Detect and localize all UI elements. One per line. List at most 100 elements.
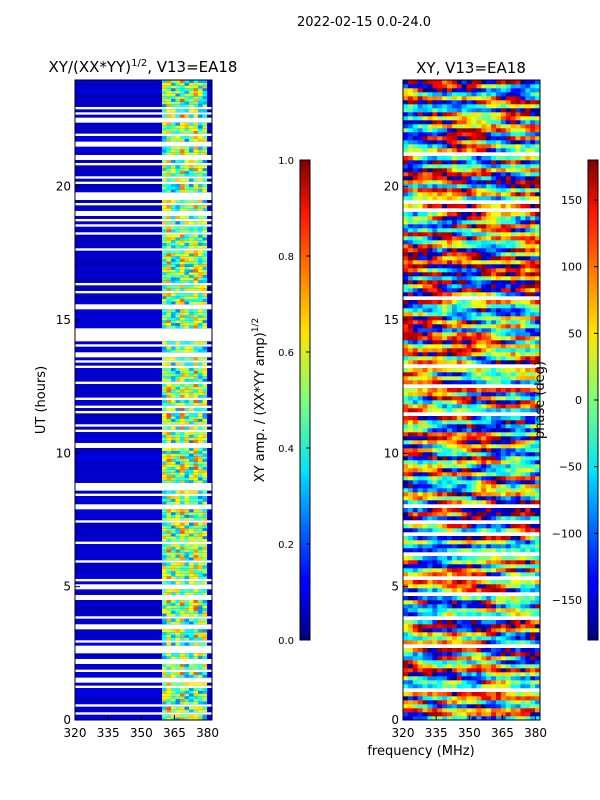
- heatmap2-cell: [427, 632, 433, 637]
- heatmap1-cell: [166, 416, 172, 419]
- heatmap2-cell: [427, 308, 433, 313]
- heatmap2-cell: [500, 508, 507, 513]
- heatmap2-cell: [442, 508, 448, 513]
- heatmap2-cell: [442, 596, 448, 601]
- heatmap1-cell: [175, 674, 181, 678]
- heatmap2-cell: [417, 716, 423, 720]
- heatmap2-cell: [451, 280, 458, 285]
- heatmap1-cell: [198, 178, 203, 182]
- heatmap1-cell: [180, 509, 185, 513]
- heatmap2-cell: [481, 452, 487, 457]
- heatmap2-cell: [481, 316, 487, 321]
- heatmap2-cell: [403, 608, 409, 613]
- heatmap1-cell: [189, 496, 194, 499]
- heatmap2-cell: [510, 392, 516, 397]
- heatmap1-cell: [175, 149, 181, 153]
- heatmap1-cell: [193, 696, 199, 699]
- heatmap2-cell: [451, 308, 458, 313]
- heatmap2-cell: [510, 288, 516, 293]
- heatmap2-cell: [412, 540, 418, 545]
- heatmap2-cell: [500, 452, 507, 457]
- heatmap2-cell: [491, 664, 497, 669]
- heatmap1-cell: [175, 240, 181, 243]
- heatmap1-cell: [180, 714, 185, 718]
- heatmap1-row: [75, 525, 212, 529]
- heatmap2-cell: [412, 640, 418, 645]
- heatmap1-cell: [175, 128, 181, 131]
- heatmap2-cell: [510, 352, 516, 357]
- heatmap2-cell: [466, 316, 472, 321]
- heatmap2-cell: [422, 676, 428, 681]
- heatmap2-cell: [407, 636, 414, 641]
- heatmap1-cell: [180, 277, 185, 281]
- heatmap2-cell: [515, 388, 521, 393]
- heatmap1-cell: [166, 589, 172, 593]
- heatmap2-cell: [500, 652, 507, 657]
- heatmap2-cell: [412, 692, 418, 697]
- heatmap1-cell: [202, 514, 208, 518]
- heatmap2-cell: [495, 568, 502, 573]
- heatmap1-cell: [171, 370, 176, 374]
- heatmap2-cell: [500, 660, 507, 665]
- heatmap1-cell: [189, 533, 194, 537]
- heatmap1-cell: [171, 285, 176, 289]
- heatmap2-cell: [447, 496, 453, 501]
- heatmap2-cell: [412, 448, 418, 453]
- heatmap1-cell: [189, 544, 194, 547]
- heatmap2-cell: [530, 328, 536, 333]
- heatmap2-cell: [437, 356, 443, 361]
- heatmap2-cell: [466, 436, 472, 441]
- heatmap2-cell: [451, 244, 458, 249]
- heatmap2-cell: [432, 392, 438, 397]
- heatmap2-cell: [407, 560, 414, 565]
- heatmap2-cell: [530, 584, 536, 589]
- heatmap2-cell: [505, 276, 511, 281]
- heatmap2-cell: [451, 320, 458, 325]
- heatmap2-cell: [461, 308, 467, 313]
- heatmap2-cell: [417, 300, 423, 305]
- heatmap1-cell: [175, 85, 181, 89]
- heatmap2-cell: [505, 528, 511, 533]
- heatmap2-cell: [407, 700, 414, 705]
- heatmap2-cell: [525, 448, 531, 453]
- heatmap2-cell: [520, 256, 526, 261]
- heatmap1-cell: [162, 514, 167, 518]
- heatmap1-cell: [180, 554, 185, 558]
- heatmap2-cell: [535, 708, 540, 713]
- heatmap2-cell: [456, 252, 463, 257]
- heatmap1-cell: [180, 205, 185, 209]
- heatmap2-cell: [427, 436, 433, 441]
- heatmap2-cell: [525, 292, 531, 297]
- heatmap2-cell: [505, 340, 511, 345]
- heatmap2-cell: [495, 340, 502, 345]
- heatmap1-cell: [175, 122, 181, 126]
- heatmap1-cell: [175, 178, 181, 182]
- heatmap2-cell: [442, 524, 448, 529]
- heatmap2-cell: [515, 264, 521, 269]
- heatmap2-cell: [412, 324, 418, 329]
- heatmap1-cell: [202, 501, 208, 505]
- heatmap2-cell: [451, 264, 458, 269]
- heatmap2-cell: [481, 228, 487, 233]
- heatmap1-cell: [193, 674, 199, 678]
- heatmap1-row: [75, 178, 212, 182]
- heatmap1-cell: [198, 245, 203, 249]
- heatmap2-cell: [525, 524, 531, 529]
- heatmap2-cell: [442, 284, 448, 289]
- heatmap2-cell: [476, 404, 482, 409]
- heatmap2-cell: [407, 480, 414, 485]
- heatmap2-cell: [466, 260, 472, 265]
- heatmap2-cell: [476, 580, 482, 585]
- heatmap2-cell: [437, 580, 443, 585]
- heatmap1-cell: [180, 208, 185, 211]
- heatmap1-cell: [180, 346, 185, 350]
- heatmap2-cell: [500, 268, 507, 273]
- heatmap2-cell: [432, 316, 438, 321]
- heatmap1-cell: [180, 552, 185, 555]
- heatmap2-cell: [515, 560, 521, 565]
- heatmap1-cell: [166, 477, 172, 481]
- heatmap1-cell: [198, 693, 203, 697]
- chart2-heatmap: [403, 80, 540, 720]
- heatmap1-row: [75, 581, 212, 585]
- heatmap1-cell: [202, 242, 208, 246]
